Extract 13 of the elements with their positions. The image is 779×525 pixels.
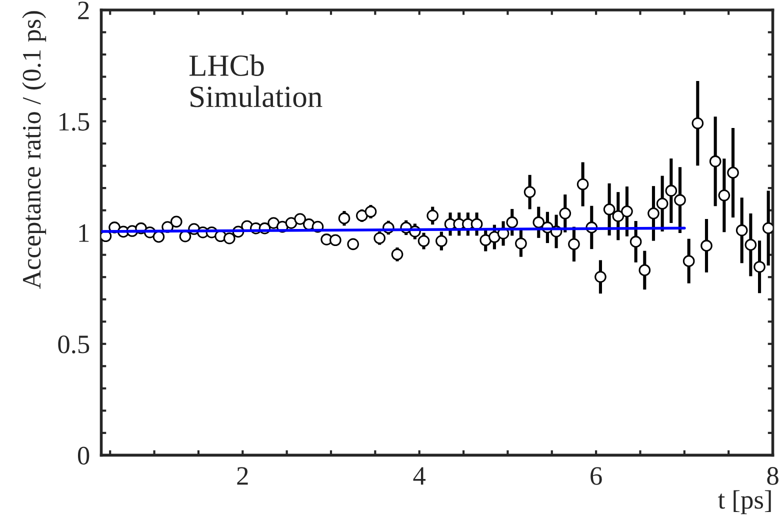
y-tick-label: 2 bbox=[78, 2, 89, 20]
x-tick-label: 6 bbox=[590, 467, 602, 485]
x-axis-title: t [ps] bbox=[718, 490, 771, 514]
y-tick-label: 1.5 bbox=[59, 113, 90, 131]
annotation: LHCb bbox=[189, 54, 264, 76]
y-axis-title: Acceptance ratio / (0.1 ps) bbox=[22, 11, 46, 289]
x-tick-label: 8 bbox=[767, 467, 778, 485]
y-tick-label: 0.5 bbox=[58, 335, 90, 354]
x-tick-label: 2 bbox=[237, 467, 248, 485]
x-tick-label: 4 bbox=[413, 467, 426, 485]
y-tick-label: 0 bbox=[78, 446, 90, 465]
y-tick-label: 1 bbox=[79, 224, 89, 242]
annotation: Simulation bbox=[190, 86, 322, 108]
